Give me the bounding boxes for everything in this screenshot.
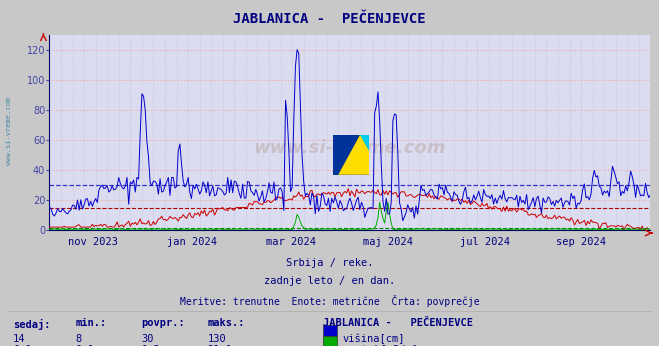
Text: 1,3: 1,3 [142,345,160,346]
Text: nov 2023: nov 2023 [68,237,118,247]
Text: 8: 8 [76,334,82,344]
Text: zadnje leto / en dan.: zadnje leto / en dan. [264,276,395,286]
Polygon shape [360,135,369,151]
Text: maks.:: maks.: [208,318,245,328]
Text: Srbija / reke.: Srbija / reke. [286,258,373,268]
Text: maj 2024: maj 2024 [363,237,413,247]
Text: 14: 14 [13,334,26,344]
Text: www.si-vreme.com: www.si-vreme.com [5,98,12,165]
Text: JABLANICA -   PEČENJEVCE: JABLANICA - PEČENJEVCE [323,318,473,328]
Text: jul 2024: jul 2024 [459,237,509,247]
Text: 0,0: 0,0 [76,345,94,346]
Text: Meritve: trenutne  Enote: metrične  Črta: povprečje: Meritve: trenutne Enote: metrične Črta: … [180,295,479,307]
Text: 21,1: 21,1 [208,345,233,346]
Text: 130: 130 [208,334,226,344]
Text: sep 2024: sep 2024 [556,237,606,247]
Text: višina[cm]: višina[cm] [343,334,405,345]
Text: 30: 30 [142,334,154,344]
Text: sedaj:: sedaj: [13,318,51,329]
Polygon shape [338,135,369,175]
Text: www.si-vreme.com: www.si-vreme.com [254,139,446,157]
Text: pretok[m3/s]: pretok[m3/s] [343,345,418,346]
Bar [323,325,337,336]
Bar [323,336,337,346]
Text: povpr.:: povpr.: [142,318,185,328]
Text: JABLANICA -  PEČENJEVCE: JABLANICA - PEČENJEVCE [233,12,426,26]
Text: mar 2024: mar 2024 [266,237,316,247]
Text: jan 2024: jan 2024 [167,237,217,247]
Text: 0,1: 0,1 [13,345,32,346]
Text: min.:: min.: [76,318,107,328]
